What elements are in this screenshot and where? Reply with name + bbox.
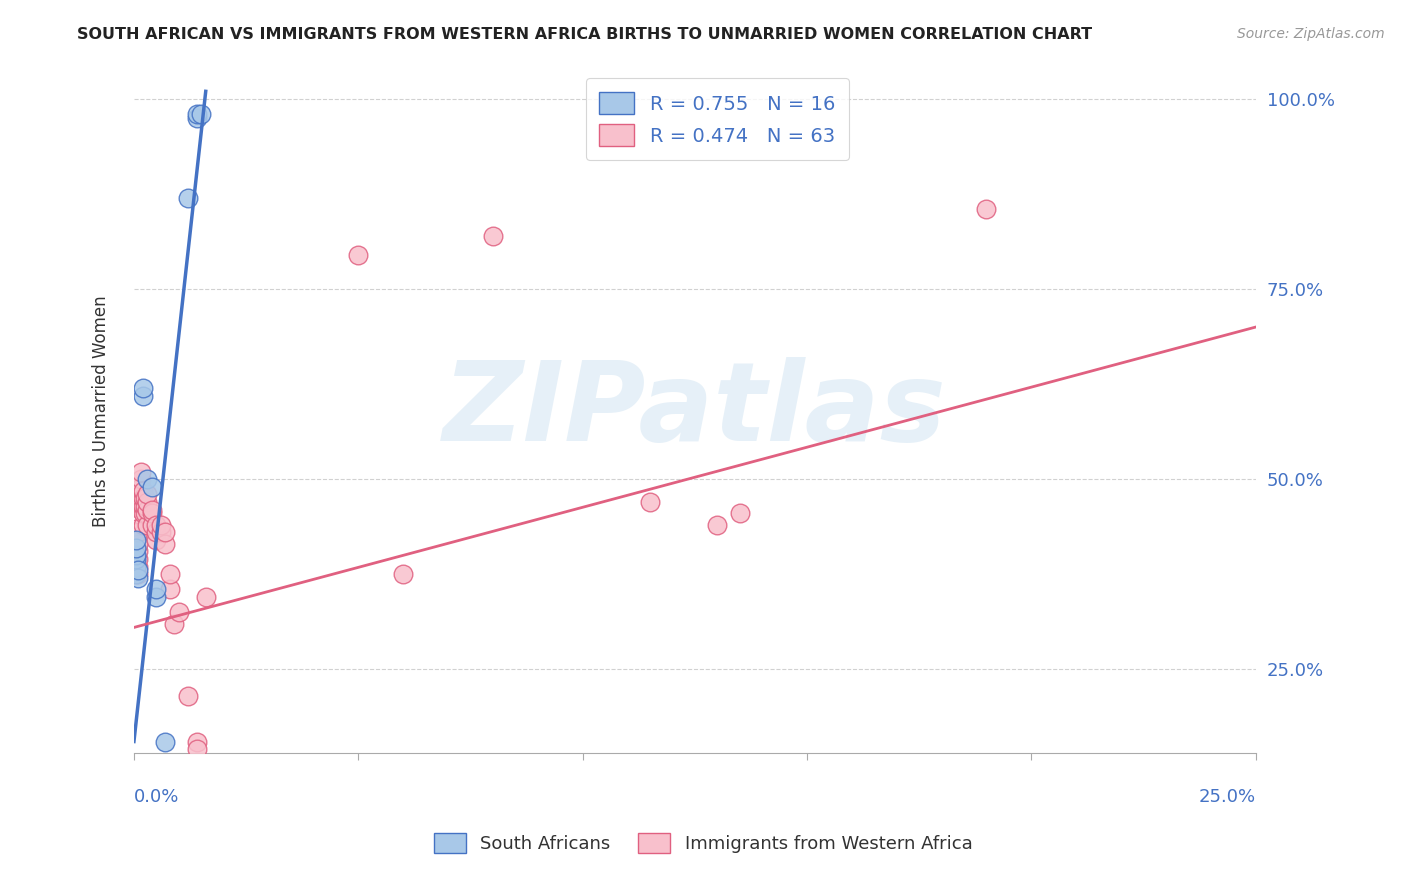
Point: [134, 491, 156, 505]
Point: [127, 552, 149, 566]
Point: [145, 590, 167, 604]
Point: [125, 548, 148, 562]
Point: [132, 388, 155, 402]
Point: [186, 742, 208, 756]
Point: [155, 734, 177, 748]
Point: [145, 525, 167, 540]
Point: [125, 567, 148, 582]
Point: [125, 529, 148, 543]
Text: 25.0%: 25.0%: [1198, 788, 1256, 805]
Text: 0.0%: 0.0%: [134, 788, 180, 805]
Point: [136, 472, 159, 486]
Point: [125, 559, 148, 574]
Point: [129, 465, 152, 479]
Point: [728, 507, 751, 521]
Point: [155, 525, 177, 540]
Point: [136, 495, 159, 509]
Point: [125, 533, 148, 547]
Point: [155, 537, 177, 551]
Point: [482, 228, 505, 243]
Legend: South Africans, Immigrants from Western Africa: South Africans, Immigrants from Western …: [426, 825, 980, 861]
Point: [186, 111, 208, 125]
Point: [129, 472, 152, 486]
Point: [132, 507, 155, 521]
Point: [145, 582, 167, 597]
Y-axis label: Births to Unmarried Women: Births to Unmarried Women: [93, 295, 110, 526]
Point: [129, 495, 152, 509]
Point: [136, 517, 159, 532]
Legend: R = 0.755   N = 16, R = 0.474   N = 63: R = 0.755 N = 16, R = 0.474 N = 63: [586, 78, 849, 160]
Point: [132, 381, 155, 395]
Point: [136, 502, 159, 516]
Point: [132, 491, 155, 505]
Point: [127, 544, 149, 558]
Point: [125, 552, 148, 566]
Point: [149, 517, 172, 532]
Point: [129, 502, 152, 516]
Point: [125, 522, 148, 536]
Point: [141, 480, 163, 494]
Point: [134, 507, 156, 521]
Point: [706, 517, 728, 532]
Point: [145, 517, 167, 532]
Point: [129, 480, 152, 494]
Point: [190, 107, 212, 121]
Point: [125, 567, 148, 582]
Point: [141, 517, 163, 532]
Point: [124, 563, 146, 577]
Point: [167, 605, 190, 619]
Point: [177, 689, 200, 703]
Point: [186, 734, 208, 748]
Point: [129, 487, 152, 501]
Point: [145, 533, 167, 547]
Point: [976, 202, 998, 217]
Point: [194, 590, 217, 604]
Point: [347, 248, 370, 262]
Point: [124, 552, 146, 566]
Point: [159, 567, 181, 582]
Point: [134, 499, 156, 513]
Point: [125, 544, 148, 558]
Point: [127, 567, 149, 582]
Point: [163, 616, 186, 631]
Point: [127, 559, 149, 574]
Text: Source: ZipAtlas.com: Source: ZipAtlas.com: [1237, 27, 1385, 41]
Point: [132, 483, 155, 498]
Point: [186, 107, 208, 121]
Text: SOUTH AFRICAN VS IMMIGRANTS FROM WESTERN AFRICA BIRTHS TO UNMARRIED WOMEN CORREL: SOUTH AFRICAN VS IMMIGRANTS FROM WESTERN…: [77, 27, 1092, 42]
Point: [124, 556, 146, 570]
Point: [125, 552, 148, 566]
Point: [127, 537, 149, 551]
Point: [141, 502, 163, 516]
Point: [127, 525, 149, 540]
Point: [132, 517, 155, 532]
Point: [124, 548, 146, 562]
Point: [159, 582, 181, 597]
Point: [125, 541, 148, 555]
Point: [638, 495, 661, 509]
Point: [141, 507, 163, 521]
Point: [125, 537, 148, 551]
Text: ZIPatlas: ZIPatlas: [443, 357, 946, 464]
Point: [392, 567, 415, 582]
Point: [132, 499, 155, 513]
Point: [149, 525, 172, 540]
Point: [125, 559, 148, 574]
Point: [177, 191, 200, 205]
Point: [127, 571, 149, 585]
Point: [136, 487, 159, 501]
Point: [127, 563, 149, 577]
